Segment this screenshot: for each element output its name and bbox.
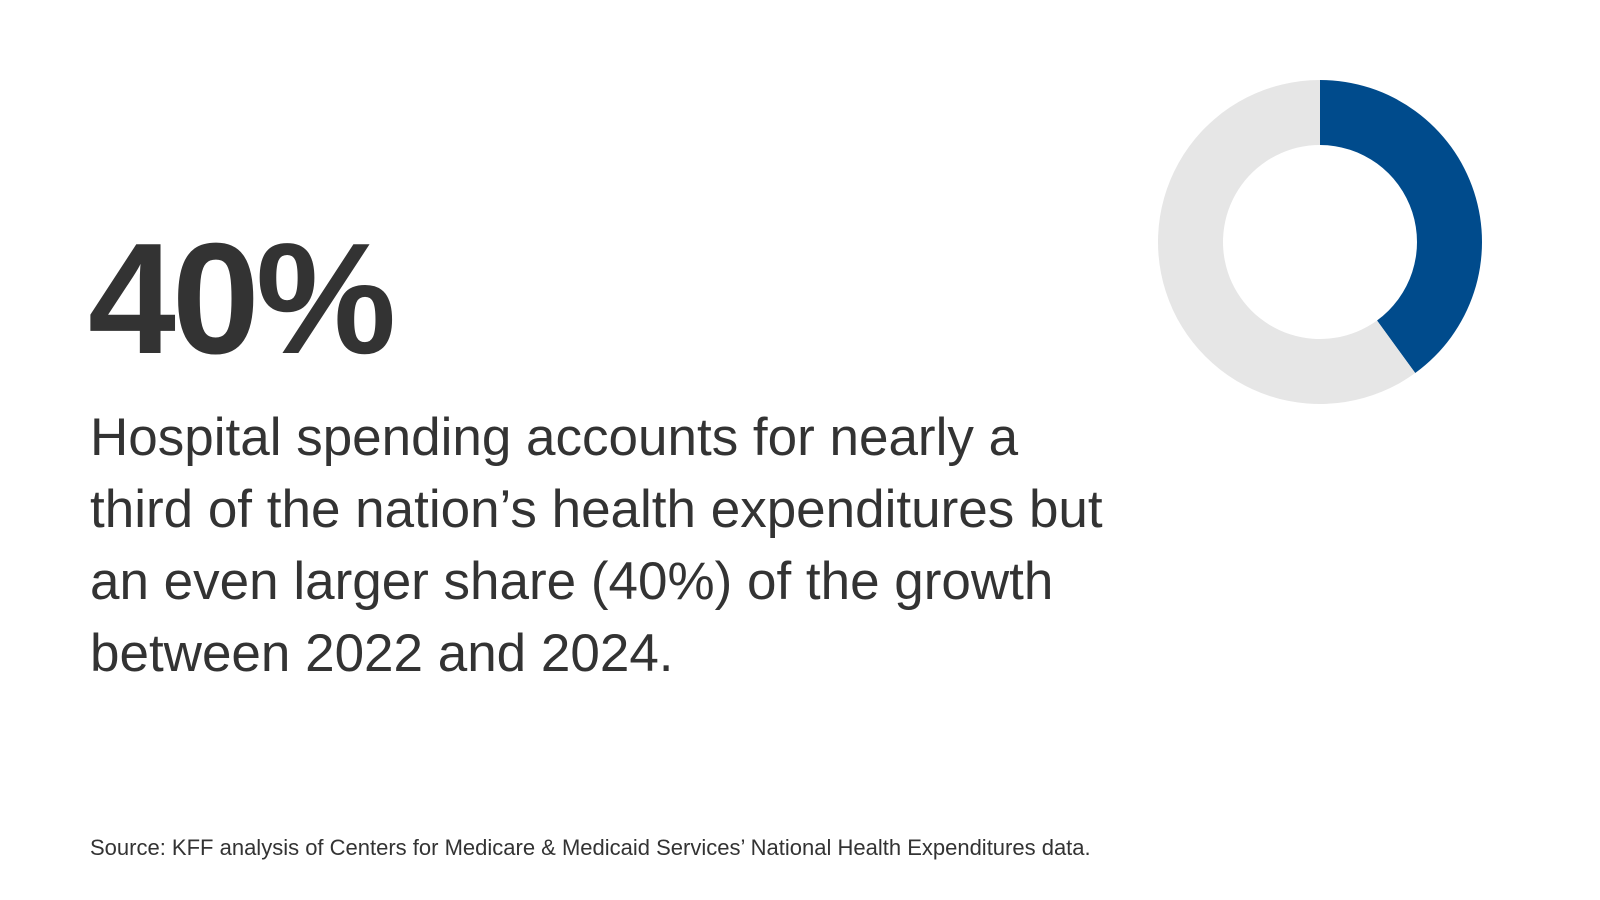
source-note: Source: KFF analysis of Centers for Medi… — [90, 835, 1091, 860]
donut-slice-highlight — [1320, 80, 1482, 374]
donut-chart — [1158, 80, 1482, 404]
donut-slice-remainder — [1158, 80, 1416, 404]
donut-slices — [1158, 80, 1482, 404]
headline-description: Hospital spending accounts for nearly a … — [90, 408, 1103, 683]
headline-stat: 40% — [88, 211, 396, 387]
